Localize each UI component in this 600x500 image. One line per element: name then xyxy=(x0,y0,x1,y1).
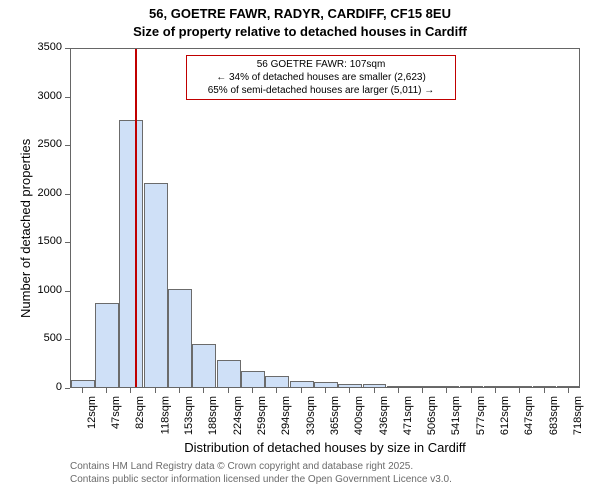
histogram-bar xyxy=(71,380,95,387)
histogram-bar xyxy=(95,303,119,387)
x-tick-mark xyxy=(130,388,131,393)
y-tick-label: 1500 xyxy=(0,236,62,247)
x-tick-label: 224sqm xyxy=(233,396,244,435)
histogram-bar xyxy=(314,382,338,387)
chart-title-subtitle: Size of property relative to detached ho… xyxy=(0,24,600,39)
x-tick-label: 153sqm xyxy=(184,396,195,435)
x-tick-label: 718sqm xyxy=(573,396,584,435)
x-tick-mark xyxy=(544,388,545,393)
x-tick-mark xyxy=(203,388,204,393)
x-tick-mark xyxy=(252,388,253,393)
x-tick-label: 118sqm xyxy=(160,396,171,434)
histogram-bar xyxy=(144,183,168,387)
x-tick-label: 365sqm xyxy=(330,396,341,435)
x-tick-label: 436sqm xyxy=(379,396,390,435)
x-tick-mark xyxy=(374,388,375,393)
x-axis-label: Distribution of detached houses by size … xyxy=(70,440,580,455)
y-tick-mark xyxy=(65,388,70,389)
y-tick-mark xyxy=(65,339,70,340)
histogram-bar xyxy=(241,371,265,388)
y-tick-label: 3500 xyxy=(0,42,62,53)
histogram-bar xyxy=(557,386,581,387)
histogram-bar xyxy=(484,386,508,387)
x-tick-label: 471sqm xyxy=(403,396,414,435)
histogram-bar xyxy=(338,384,362,387)
x-tick-mark xyxy=(106,388,107,393)
y-tick-label: 1000 xyxy=(0,285,62,296)
y-tick-mark xyxy=(65,48,70,49)
histogram-bar xyxy=(192,344,216,387)
y-tick-mark xyxy=(65,291,70,292)
histogram-bar xyxy=(411,386,435,387)
y-tick-label: 2000 xyxy=(0,188,62,199)
y-tick-mark xyxy=(65,145,70,146)
x-tick-mark xyxy=(301,388,302,393)
property-size-chart: 56, GOETRE FAWR, RADYR, CARDIFF, CF15 8E… xyxy=(0,0,600,500)
x-tick-mark xyxy=(495,388,496,393)
x-tick-mark xyxy=(155,388,156,393)
x-tick-label: 294sqm xyxy=(281,396,292,435)
x-tick-label: 259sqm xyxy=(257,396,268,435)
x-tick-label: 12sqm xyxy=(87,396,98,429)
y-tick-mark xyxy=(65,97,70,98)
x-tick-label: 647sqm xyxy=(524,396,535,435)
annotation-box: 56 GOETRE FAWR: 107sqm← 34% of detached … xyxy=(186,55,456,100)
y-tick-mark xyxy=(65,242,70,243)
x-tick-mark xyxy=(228,388,229,393)
annotation-line: 65% of semi-detached houses are larger (… xyxy=(191,84,451,97)
y-tick-label: 3000 xyxy=(0,91,62,102)
chart-footnote: Contains HM Land Registry data © Crown c… xyxy=(70,460,452,486)
x-tick-label: 577sqm xyxy=(476,396,487,435)
x-tick-mark xyxy=(568,388,569,393)
x-tick-label: 541sqm xyxy=(451,396,462,435)
histogram-bar xyxy=(533,386,557,387)
histogram-bar xyxy=(217,360,241,387)
annotation-line: ← 34% of detached houses are smaller (2,… xyxy=(191,71,451,84)
chart-title-address: 56, GOETRE FAWR, RADYR, CARDIFF, CF15 8E… xyxy=(0,6,600,21)
x-tick-label: 683sqm xyxy=(549,396,560,435)
y-tick-label: 500 xyxy=(0,333,62,344)
x-tick-label: 47sqm xyxy=(111,396,122,429)
histogram-bar xyxy=(363,384,387,387)
x-tick-label: 400sqm xyxy=(354,396,365,435)
footnote-line-1: Contains HM Land Registry data © Crown c… xyxy=(70,460,452,473)
x-tick-mark xyxy=(446,388,447,393)
histogram-bar xyxy=(508,386,532,387)
x-tick-mark xyxy=(349,388,350,393)
x-tick-mark xyxy=(325,388,326,393)
y-tick-label: 0 xyxy=(0,382,62,393)
histogram-bar xyxy=(435,386,459,387)
y-tick-label: 2500 xyxy=(0,139,62,150)
property-marker-line xyxy=(135,49,137,387)
annotation-line: 56 GOETRE FAWR: 107sqm xyxy=(191,58,451,71)
x-tick-mark xyxy=(519,388,520,393)
x-tick-label: 612sqm xyxy=(500,396,511,435)
x-tick-mark xyxy=(471,388,472,393)
x-tick-label: 506sqm xyxy=(427,396,438,435)
histogram-bar xyxy=(119,120,143,387)
x-tick-mark xyxy=(276,388,277,393)
footnote-line-2: Contains public sector information licen… xyxy=(70,473,452,486)
histogram-bar xyxy=(290,381,314,387)
histogram-bar xyxy=(387,386,411,387)
x-tick-mark xyxy=(398,388,399,393)
x-tick-label: 330sqm xyxy=(306,396,317,435)
histogram-bar xyxy=(265,376,289,387)
x-tick-mark xyxy=(179,388,180,393)
y-tick-mark xyxy=(65,194,70,195)
x-tick-label: 82sqm xyxy=(135,396,146,429)
histogram-bar xyxy=(460,386,484,387)
x-tick-mark xyxy=(422,388,423,393)
histogram-bar xyxy=(168,289,192,387)
plot-area: 56 GOETRE FAWR: 107sqm← 34% of detached … xyxy=(70,48,580,388)
x-tick-label: 188sqm xyxy=(208,396,219,435)
x-tick-mark xyxy=(82,388,83,393)
